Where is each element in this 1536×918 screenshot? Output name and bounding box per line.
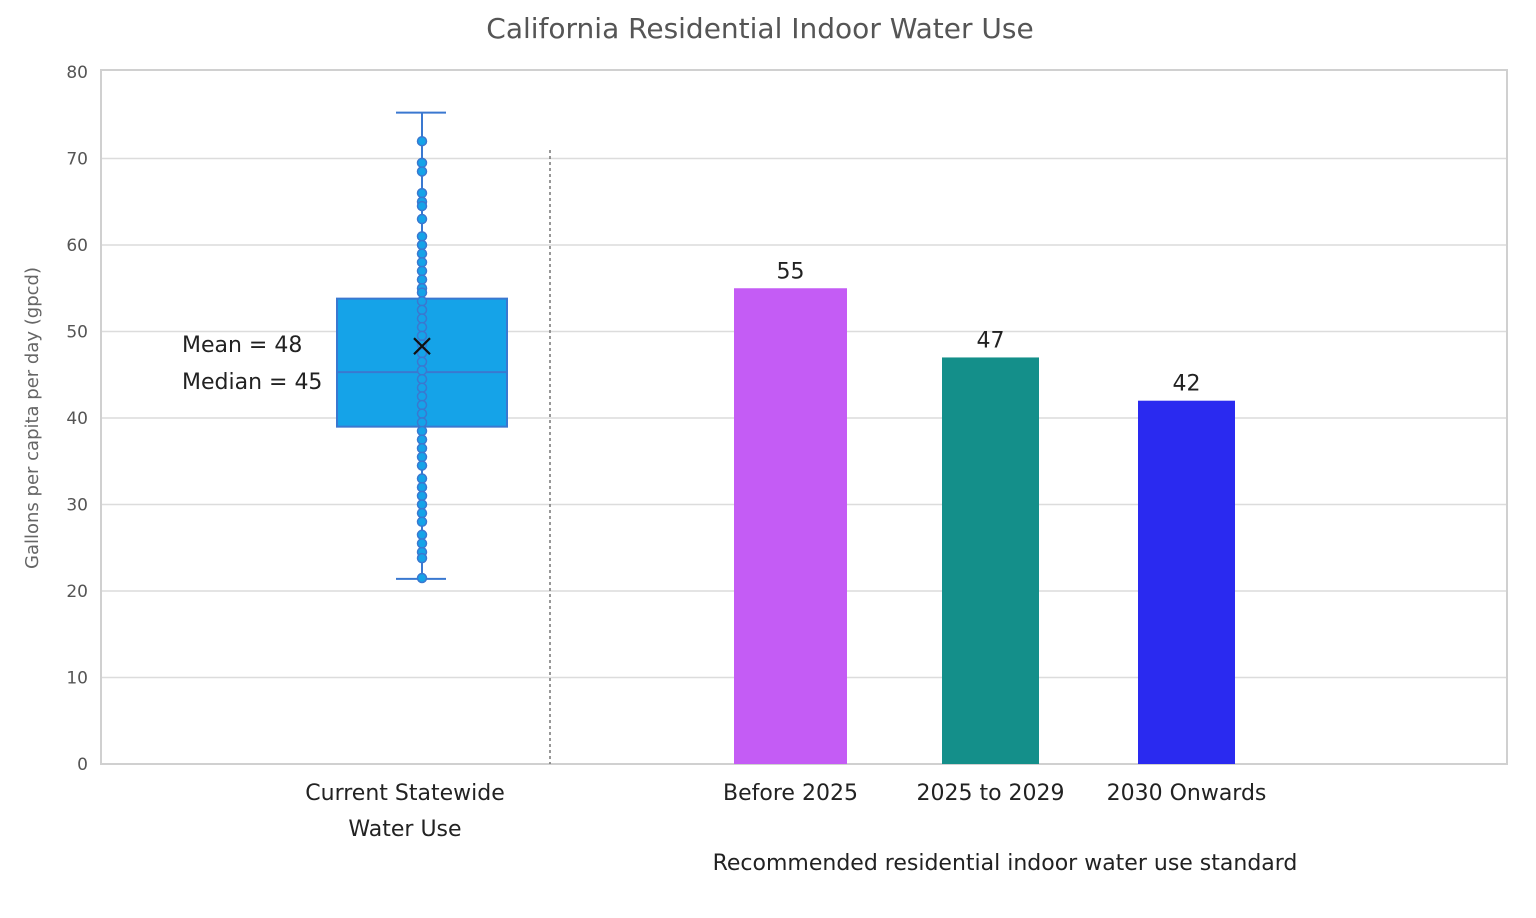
- data-point: [416, 538, 428, 549]
- data-point: [416, 572, 428, 584]
- y-tick-label: 70: [66, 150, 88, 170]
- data-point: [416, 295, 428, 307]
- data-point: [416, 330, 428, 342]
- y-tick-label: 50: [66, 323, 88, 343]
- x-category-label: Before 2025: [723, 781, 858, 806]
- data-point: [416, 356, 428, 368]
- data-point: [416, 516, 428, 528]
- y-tick-label: 80: [66, 63, 88, 83]
- y-tick-label: 0: [77, 755, 88, 775]
- data-point: [416, 200, 428, 212]
- data-point: [416, 257, 428, 268]
- data-point: [416, 425, 428, 437]
- group-label: Recommended residential indoor water use…: [713, 851, 1298, 876]
- bar: [734, 288, 847, 764]
- mean-marker: [413, 337, 431, 355]
- data-point: [416, 373, 428, 385]
- x-category-label: 2030 Onwards: [1107, 781, 1267, 806]
- data-point: [416, 451, 428, 463]
- data-point: [416, 382, 428, 393]
- data-point: [416, 157, 428, 169]
- bar-data-label: 42: [1173, 372, 1201, 397]
- data-point: [416, 239, 428, 251]
- data-point: [416, 499, 428, 510]
- data-point: [416, 287, 428, 298]
- data-point: [416, 321, 428, 333]
- y-tick-label: 10: [66, 669, 88, 689]
- data-point: [416, 313, 428, 324]
- data-point: [416, 490, 428, 502]
- mean-label: Mean = 48: [182, 333, 302, 358]
- data-point: [416, 481, 428, 493]
- data-point: [416, 399, 428, 411]
- data-point: [416, 135, 428, 147]
- data-point: [416, 304, 428, 316]
- box-category-label-line1: Current Statewide: [305, 781, 504, 806]
- bar: [942, 357, 1039, 764]
- bar-data-label: 55: [777, 259, 805, 284]
- data-point: [416, 408, 428, 419]
- data-point: [416, 473, 428, 484]
- data-point: [416, 231, 428, 242]
- data-point: [416, 434, 428, 445]
- box-category-label-line2: Water Use: [348, 817, 461, 842]
- data-point: [416, 248, 428, 259]
- data-point: [416, 552, 428, 564]
- median-label: Median = 45: [182, 370, 322, 395]
- bar: [1138, 400, 1235, 764]
- y-tick-label: 60: [66, 236, 88, 256]
- y-tick-label: 40: [66, 409, 88, 429]
- data-point: [416, 187, 428, 199]
- y-tick-label: 20: [66, 582, 88, 602]
- y-axis-label: Gallons per capita per day (gpcd): [22, 267, 43, 569]
- data-point: [416, 166, 428, 177]
- data-point: [416, 365, 428, 376]
- x-category-label: 2025 to 2029: [916, 781, 1064, 806]
- data-point: [416, 443, 428, 454]
- bar-data-label: 47: [977, 328, 1005, 353]
- data-point: [416, 274, 428, 285]
- chart-title: California Residential Indoor Water Use: [486, 12, 1033, 45]
- y-tick-label: 30: [66, 496, 88, 516]
- data-point: [416, 213, 428, 225]
- data-point: [416, 417, 428, 428]
- data-point: [416, 507, 428, 519]
- data-point: [416, 529, 428, 541]
- data-point: [416, 265, 428, 277]
- data-point: [416, 391, 428, 402]
- data-point: [416, 460, 428, 471]
